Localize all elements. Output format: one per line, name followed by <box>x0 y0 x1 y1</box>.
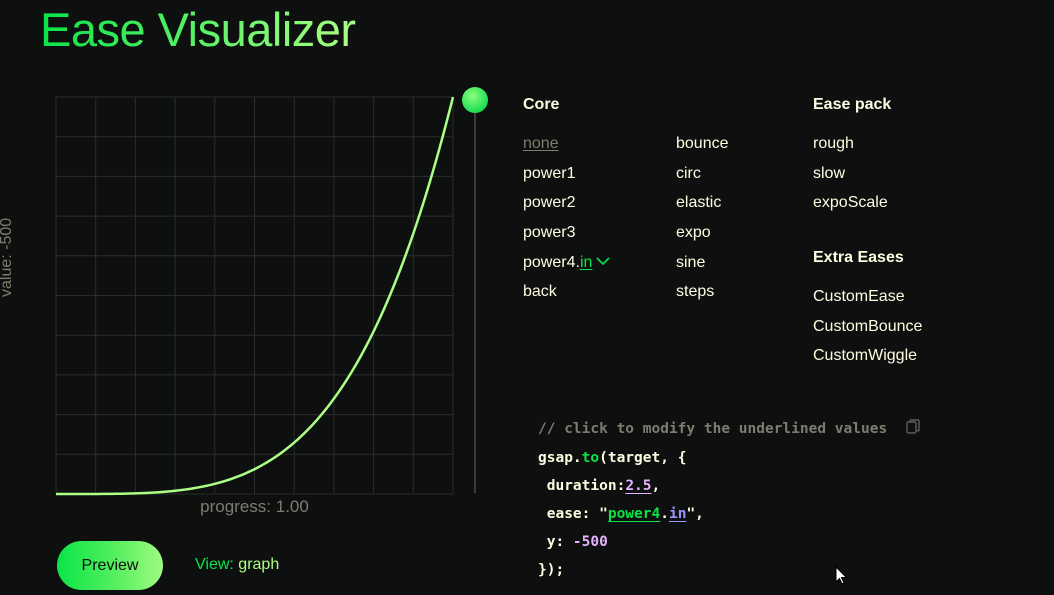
preview-button[interactable]: Preview <box>57 541 163 590</box>
ease-power1[interactable]: power1 <box>523 165 576 182</box>
code-ease-base[interactable]: power4 <box>607 506 661 522</box>
code-y-key: y: <box>538 534 573 550</box>
code-line-duration: duration:2.5, <box>538 478 661 498</box>
ease-exposcale[interactable]: expoScale <box>813 194 888 211</box>
extra-eases-heading: Extra Eases <box>813 249 904 266</box>
code-obj: gsap <box>538 450 573 466</box>
ease-customwiggle[interactable]: CustomWiggle <box>813 347 918 364</box>
code-ease-end: ", <box>686 506 704 522</box>
code-duration-value[interactable]: 2.5 <box>625 478 652 494</box>
code-comment: // click to modify the underlined values <box>538 421 888 437</box>
copy-icon[interactable] <box>906 419 920 435</box>
value-track <box>474 110 476 493</box>
ease-steps[interactable]: steps <box>676 283 715 300</box>
ease-power4-selected[interactable]: power4.in <box>523 254 610 272</box>
graph-grid <box>55 96 454 495</box>
page-title: Ease Visualizer <box>40 3 356 56</box>
ease-power3[interactable]: power3 <box>523 224 576 241</box>
value-knob[interactable] <box>462 87 488 113</box>
chevron-down-icon[interactable] <box>596 257 610 266</box>
ease-power4-base: power4 <box>523 254 576 271</box>
ease-back[interactable]: back <box>523 283 557 300</box>
ease-expo[interactable]: expo <box>676 224 711 241</box>
view-key: View: <box>195 556 234 573</box>
progress-label: progress: 1.00 <box>200 497 309 516</box>
core-heading: Core <box>523 96 560 113</box>
code-y-value: -500 <box>572 534 608 550</box>
mouse-cursor-icon <box>835 566 848 585</box>
code-ease-dot: . <box>660 506 669 522</box>
ease-pack-heading: Ease pack <box>813 96 892 113</box>
ease-power2[interactable]: power2 <box>523 194 576 211</box>
ease-elastic[interactable]: elastic <box>676 194 722 211</box>
code-duration-key: duration: <box>538 478 626 494</box>
ease-rough[interactable]: rough <box>813 135 854 152</box>
code-ease-suffix[interactable]: in <box>668 506 687 522</box>
ease-power4-dot: . <box>575 254 580 271</box>
ease-circ[interactable]: circ <box>676 165 701 182</box>
ease-bounce[interactable]: bounce <box>676 135 729 152</box>
code-line-call: gsap.to(target, { <box>538 450 686 470</box>
ease-curve <box>56 96 455 496</box>
ease-graph <box>55 96 455 496</box>
code-dot: . <box>572 450 582 466</box>
code-line-ease: ease: "power4.in", <box>538 506 704 526</box>
ease-power4-suffix[interactable]: in <box>579 254 593 271</box>
ease-custombounce[interactable]: CustomBounce <box>813 318 923 335</box>
value-label: value: -500 <box>0 217 15 297</box>
ease-slow[interactable]: slow <box>813 165 846 182</box>
ease-sine[interactable]: sine <box>676 254 706 271</box>
view-toggle[interactable]: View: graph <box>195 556 279 574</box>
code-ease-key: ease: " <box>538 506 608 522</box>
code-duration-end: , <box>651 478 661 494</box>
code-line-y: y: -500 <box>538 534 608 554</box>
ease-customease[interactable]: CustomEase <box>813 288 905 305</box>
code-line-close: }); <box>538 562 565 578</box>
ease-none[interactable]: none <box>523 135 559 152</box>
graph-svg <box>55 96 455 496</box>
view-value: graph <box>238 556 280 573</box>
code-call-open: (target, { <box>599 450 687 466</box>
code-method: to <box>581 450 600 466</box>
